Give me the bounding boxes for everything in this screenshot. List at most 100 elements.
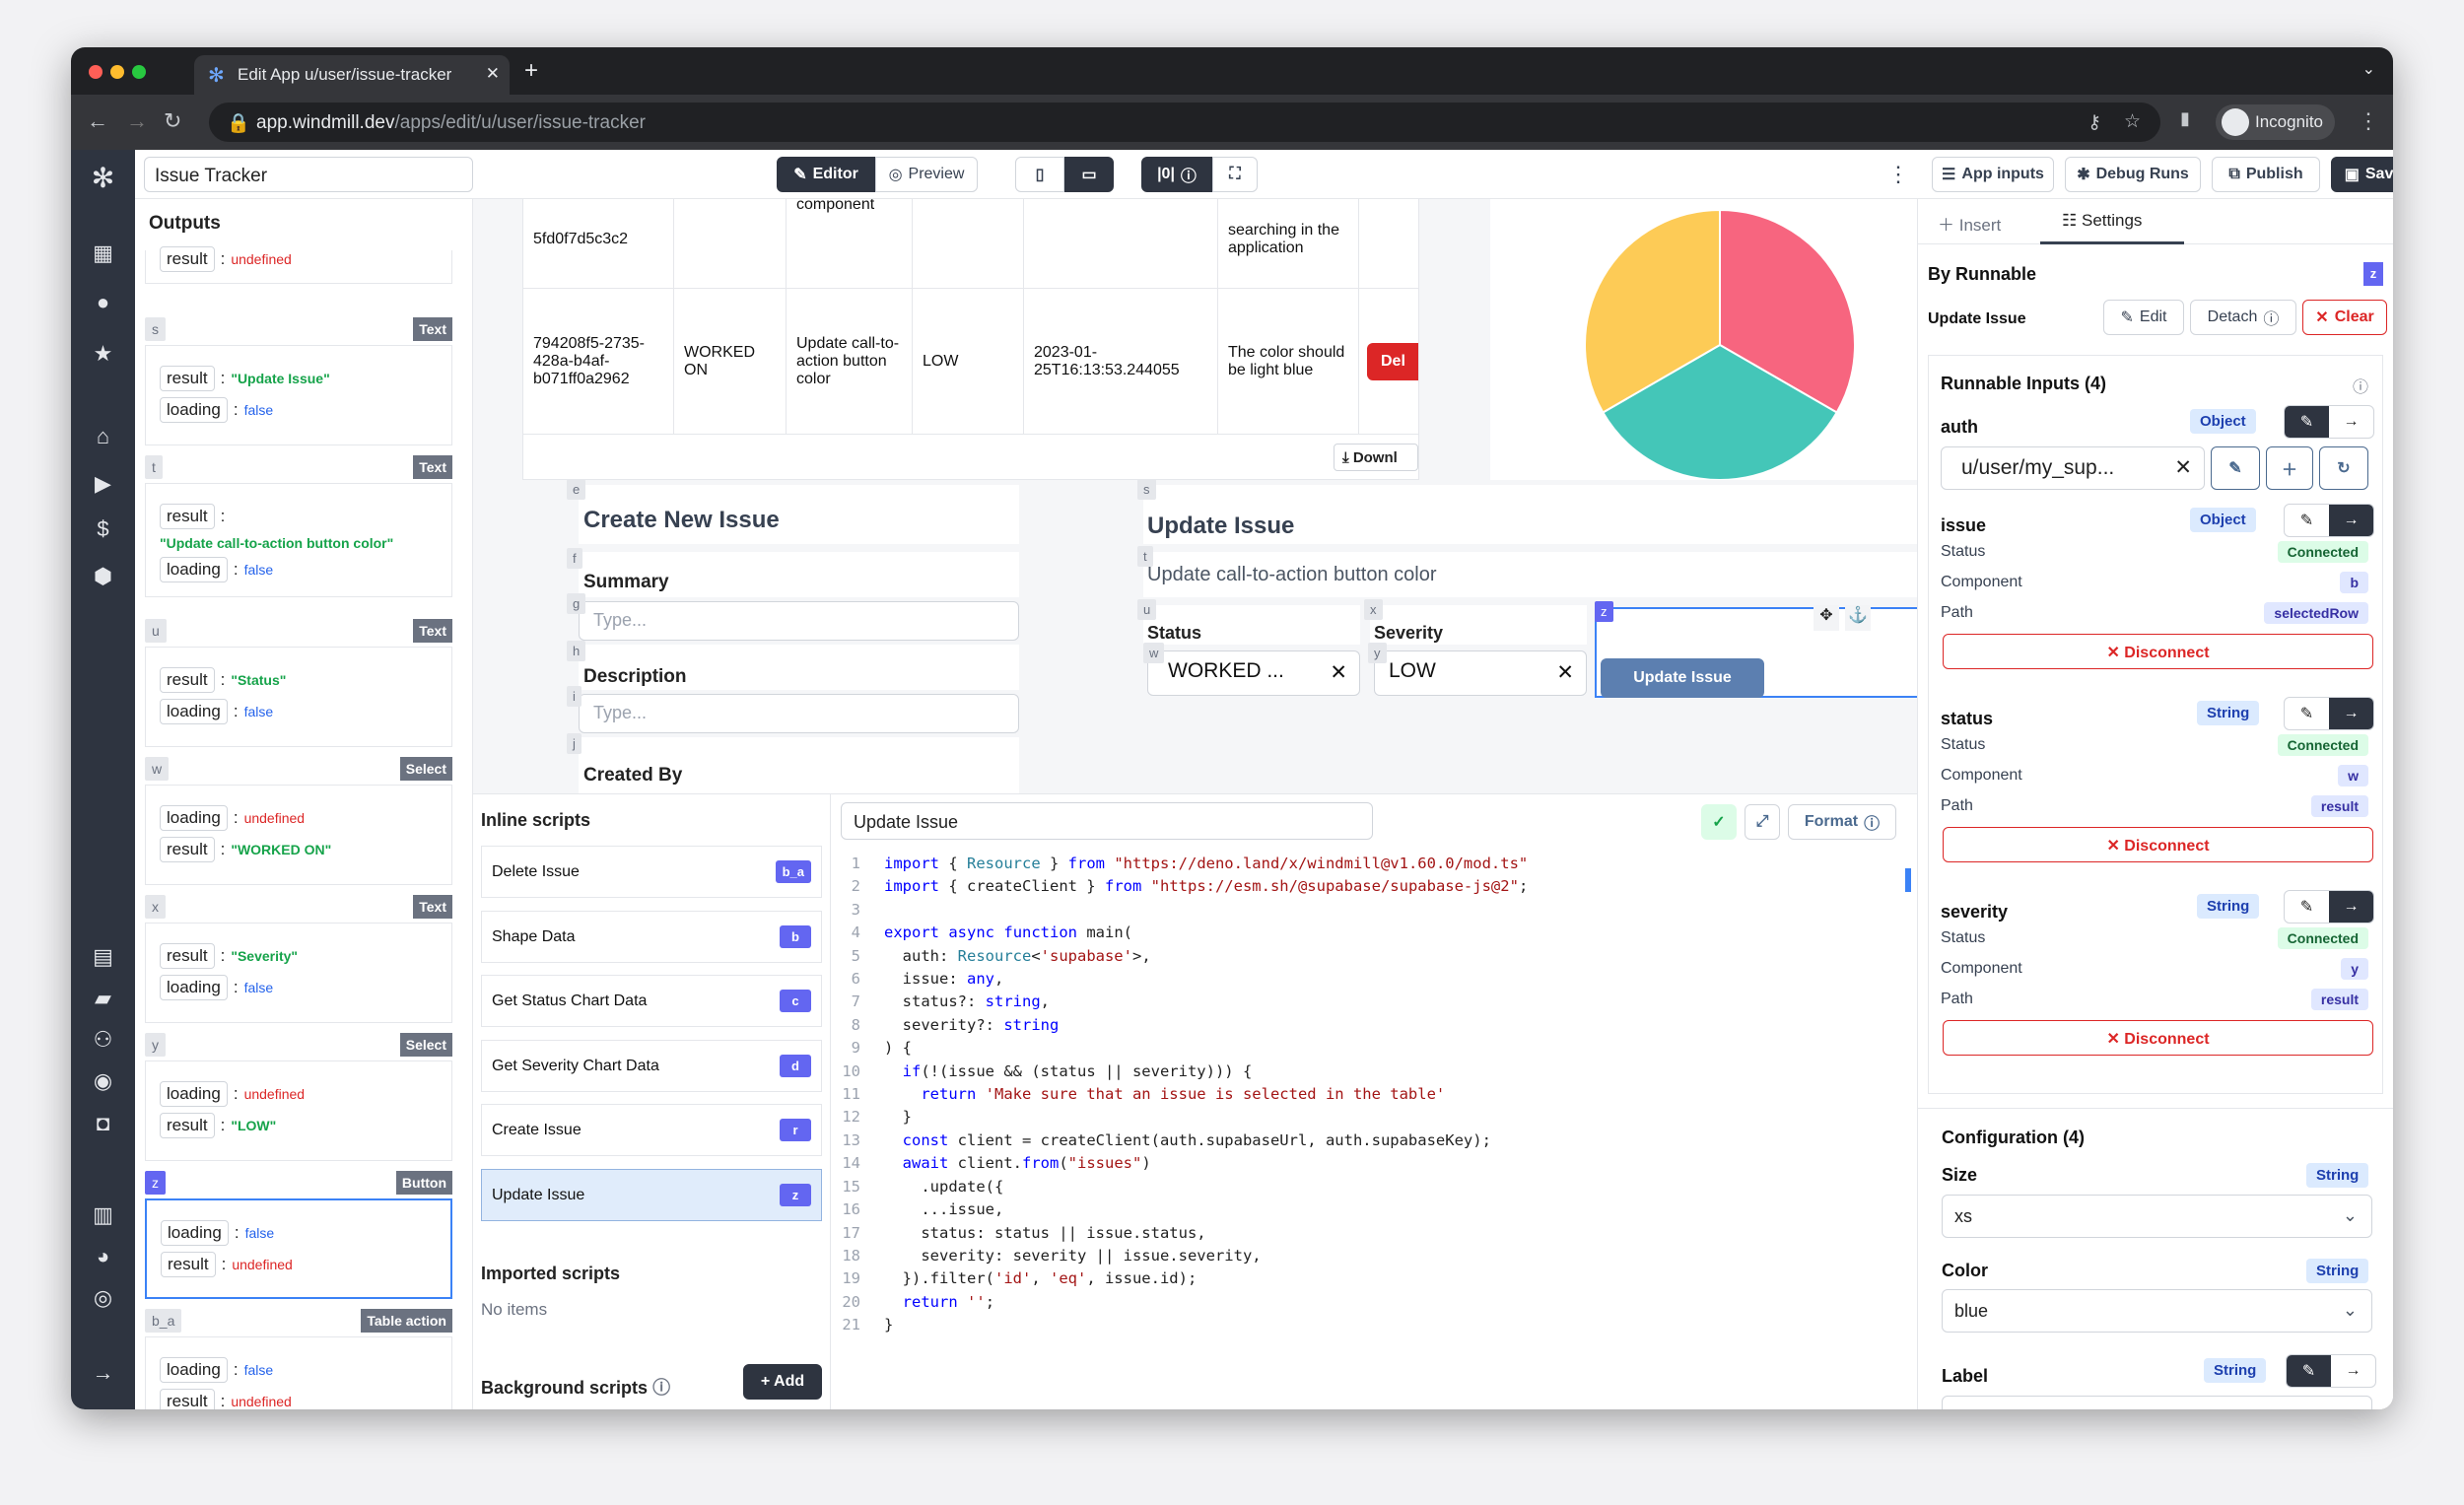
validation-ok-icon[interactable]: ✓ xyxy=(1701,804,1737,840)
windmill-logo-icon[interactable]: ✻ xyxy=(91,163,115,193)
new-tab-icon[interactable]: + xyxy=(524,57,539,84)
component-id-chip[interactable]: i xyxy=(567,686,582,707)
input-mode-toggle[interactable]: ✎ → xyxy=(2284,890,2374,924)
save-button[interactable]: ▣Save xyxy=(2331,157,2393,192)
issues-table[interactable]: 5fd0f7d5c3c2 component searching in the … xyxy=(522,199,1419,435)
connect-arrow-icon[interactable]: → xyxy=(2329,505,2373,536)
status-select[interactable]: WORKED ... ✕ xyxy=(1147,650,1360,696)
component-id-chip[interactable]: u xyxy=(145,619,167,643)
pencil-icon[interactable]: ✎ xyxy=(2299,899,2314,916)
user-icon[interactable]: ● xyxy=(96,290,110,314)
inline-script-item[interactable]: Update Issue z xyxy=(481,1168,822,1221)
component-id-chip[interactable]: j xyxy=(567,733,582,754)
pie-slice[interactable] xyxy=(1719,208,1856,414)
users-icon[interactable]: ⚇ xyxy=(93,1027,113,1052)
refresh-resources-button[interactable]: ↻ xyxy=(2319,446,2368,490)
output-card[interactable]: result: "Status" loading: false xyxy=(145,647,452,747)
inline-script-item[interactable]: Get Status Chart Data c xyxy=(481,975,822,1027)
update-issue-button[interactable]: Update Issue xyxy=(1601,658,1764,698)
component-id-chip[interactable]: w xyxy=(145,757,170,781)
more-menu-icon[interactable]: ⋮ xyxy=(1887,162,1909,186)
key-icon[interactable]: ⚷ xyxy=(2088,112,2101,133)
browser-tab[interactable]: ✻ Edit App u/user/issue-tracker ✕ xyxy=(194,55,510,95)
component-id-chip[interactable]: h xyxy=(567,641,586,661)
github-icon[interactable]: ◎ xyxy=(93,1285,113,1310)
reload-icon[interactable]: ↻ xyxy=(164,108,182,133)
disconnect-button[interactable]: ✕ Disconnect xyxy=(1943,634,2373,669)
component-id-chip[interactable]: s xyxy=(1137,479,1156,500)
connect-arrow-icon[interactable]: → xyxy=(2345,1362,2361,1379)
pie-chart[interactable] xyxy=(1490,199,1939,481)
scrollbar-marker[interactable] xyxy=(1905,868,1911,892)
browser-menu-icon[interactable]: ⋮ xyxy=(2358,108,2379,133)
mobile-view-button[interactable]: ▯ xyxy=(1015,157,1064,192)
disconnect-button[interactable]: ✕ Disconnect xyxy=(1943,1020,2373,1056)
expand-editor-button[interactable]: ⤢ xyxy=(1745,804,1780,840)
component-id-chip[interactable]: t xyxy=(145,455,163,479)
component-id-chip[interactable]: w xyxy=(1143,643,1165,663)
summary-input[interactable]: Type... xyxy=(579,601,1019,641)
calendar-icon[interactable]: ▤ xyxy=(93,944,113,969)
component-id-chip[interactable]: b_a xyxy=(145,1309,182,1333)
preview-mode-button[interactable]: ◎ Preview xyxy=(875,157,978,192)
folder-icon[interactable]: ▰ xyxy=(95,986,111,1010)
tab-list-chevron-icon[interactable]: ⌄ xyxy=(2361,61,2375,78)
eye-icon[interactable]: ◉ xyxy=(93,1068,113,1093)
play-icon[interactable]: ▶ xyxy=(95,471,111,496)
output-card[interactable]: loading: undefined result: "LOW" xyxy=(145,1060,452,1161)
output-card[interactable]: loading: undefined result: "WORKED ON" xyxy=(145,785,452,885)
debug-runs-button[interactable]: ✱ Debug Runs xyxy=(2065,157,2201,192)
component-id-chip[interactable]: e xyxy=(567,479,586,500)
add-background-script-button[interactable]: + Add xyxy=(743,1364,822,1400)
update-button-component-selected[interactable]: Update Issue ✥ ⚓ xyxy=(1595,605,1924,698)
component-id-chip[interactable]: s xyxy=(145,317,166,341)
download-button[interactable]: ⤓ Downl xyxy=(1334,444,1418,471)
input-mode-toggle[interactable]: ✎ → xyxy=(2284,405,2374,439)
severity-select[interactable]: LOW ✕ xyxy=(1374,650,1587,696)
fullscreen-button[interactable]: ⛶ xyxy=(1212,157,1258,192)
inline-script-item[interactable]: Get Severity Chart Data d xyxy=(481,1039,822,1092)
component-id-chip[interactable]: y xyxy=(145,1033,166,1057)
component-id-chip[interactable]: x xyxy=(145,895,166,919)
pencil-icon[interactable]: ✎ xyxy=(2299,513,2314,529)
sidebar-toggle-icon[interactable]: ▮ xyxy=(2180,108,2190,128)
output-card[interactable]: result: "Severity" loading: false xyxy=(145,923,452,1023)
inline-script-item[interactable]: Delete Issue b_a xyxy=(481,846,822,898)
output-card[interactable]: result: "Update Issue" loading: false xyxy=(145,345,452,445)
minimize-window-button[interactable] xyxy=(110,65,124,79)
app-name-input[interactable]: Issue Tracker xyxy=(144,157,473,192)
tab-settings[interactable]: ☷ Settings xyxy=(2040,199,2184,244)
format-button[interactable]: Format ⓘ xyxy=(1788,804,1896,840)
clear-status-icon[interactable]: ✕ xyxy=(1330,661,1347,684)
edit-resource-button[interactable]: ✎ xyxy=(2211,446,2260,490)
resource-picker[interactable]: u/user/my_sup... ✕ xyxy=(1941,446,2205,490)
component-id-chip[interactable]: z xyxy=(145,1171,166,1195)
component-id-chip[interactable]: g xyxy=(567,593,586,614)
output-card[interactable]: loading: false result: undefined xyxy=(145,1198,452,1299)
book-icon[interactable]: ▥ xyxy=(93,1202,113,1227)
url-bar[interactable]: 🔒 app.windmill.dev/apps/edit/u/user/issu… xyxy=(209,103,2160,142)
dashboard-icon[interactable]: ▦ xyxy=(93,240,113,265)
output-card[interactable]: result: "Update call-to-action button col… xyxy=(145,483,452,597)
label-input[interactable] xyxy=(1942,1396,2372,1409)
clear-resource-icon[interactable]: ✕ xyxy=(2174,456,2192,479)
clear-runnable-button[interactable]: ✕ Clear xyxy=(2302,300,2387,335)
maximize-window-button[interactable] xyxy=(132,65,146,79)
component-id-chip[interactable]: x xyxy=(1364,599,1383,620)
move-icon[interactable]: ✥ xyxy=(1814,605,1839,631)
script-name-input[interactable]: Update Issue xyxy=(841,802,1373,840)
connect-arrow-icon[interactable]: → xyxy=(2343,413,2360,430)
inline-script-item[interactable]: Shape Data b xyxy=(481,910,822,963)
output-card[interactable]: loading: false result: undefined xyxy=(145,1336,452,1409)
description-input[interactable]: Type... xyxy=(579,694,1019,733)
inline-script-item[interactable]: Create Issue r xyxy=(481,1104,822,1156)
publish-button[interactable]: ⧉ Publish xyxy=(2212,157,2320,192)
static-mode-pencil-icon[interactable]: ✎ xyxy=(2285,406,2329,438)
editor-mode-button[interactable]: ✎ Editor xyxy=(777,157,875,192)
robot-icon[interactable]: ◘ xyxy=(96,1111,110,1135)
star-icon[interactable]: ★ xyxy=(93,341,113,366)
grid-info-button[interactable]: |0| ⓘ xyxy=(1141,157,1212,192)
pie-slice[interactable] xyxy=(1601,343,1839,481)
detach-button[interactable]: Detach ⓘ xyxy=(2190,300,2296,335)
forward-icon[interactable]: → xyxy=(126,108,148,133)
